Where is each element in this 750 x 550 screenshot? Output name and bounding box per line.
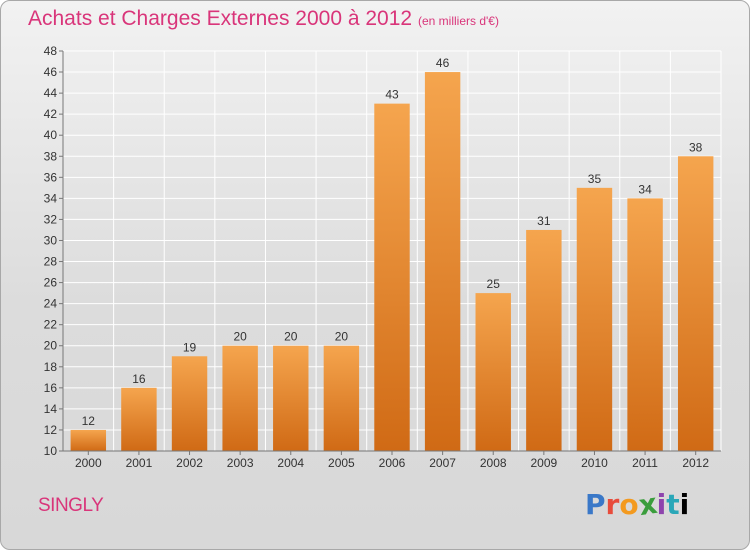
bar bbox=[627, 198, 663, 451]
bar bbox=[526, 229, 562, 451]
logo-letter: r bbox=[605, 488, 620, 521]
logo-letter: i bbox=[679, 488, 690, 521]
data-label: 20 bbox=[335, 330, 349, 344]
x-tick-label: 2011 bbox=[632, 456, 658, 470]
y-tick-label: 42 bbox=[44, 107, 58, 121]
x-tick-label: 2003 bbox=[227, 456, 254, 470]
logo-letter: i bbox=[656, 488, 667, 521]
x-tick-label: 2008 bbox=[480, 456, 507, 470]
data-label: 34 bbox=[638, 182, 652, 196]
bar bbox=[677, 156, 714, 451]
y-tick-label: 26 bbox=[44, 276, 58, 290]
logo-letter: t bbox=[666, 488, 680, 521]
y-tick-label: 22 bbox=[44, 318, 58, 332]
y-tick-label: 46 bbox=[44, 65, 58, 79]
data-label: 35 bbox=[588, 172, 602, 186]
bar bbox=[273, 345, 309, 451]
data-label: 46 bbox=[436, 56, 450, 70]
y-tick-label: 34 bbox=[44, 191, 58, 205]
y-tick-label: 44 bbox=[44, 86, 58, 100]
bar bbox=[424, 72, 461, 451]
y-tick-label: 38 bbox=[44, 149, 58, 163]
bar bbox=[222, 345, 258, 451]
proxiti-logo: Proxiti bbox=[585, 486, 690, 523]
y-tick-label: 36 bbox=[44, 170, 58, 184]
y-tick-label: 24 bbox=[44, 297, 58, 311]
x-tick-label: 2000 bbox=[75, 456, 102, 470]
x-tick-label: 2004 bbox=[277, 456, 304, 470]
logo-letter: P bbox=[585, 488, 606, 521]
y-tick-label: 20 bbox=[44, 339, 58, 353]
x-tick-label: 2006 bbox=[379, 456, 406, 470]
logo-letter: x bbox=[636, 486, 659, 523]
x-tick-label: 2005 bbox=[328, 456, 355, 470]
chart-title: Achats et Charges Externes 2000 à 2012 bbox=[28, 7, 413, 30]
bar bbox=[171, 356, 208, 451]
y-tick-label: 16 bbox=[44, 381, 58, 395]
bar bbox=[70, 429, 107, 451]
bar bbox=[576, 187, 613, 451]
bar bbox=[374, 103, 410, 451]
bar bbox=[121, 387, 157, 451]
y-tick-label: 48 bbox=[44, 44, 58, 58]
data-label: 19 bbox=[183, 340, 197, 354]
x-tick-label: 2009 bbox=[530, 456, 557, 470]
bar bbox=[475, 293, 511, 451]
logo-letter: o bbox=[619, 488, 639, 521]
x-tick-label: 2001 bbox=[126, 456, 153, 470]
y-tick-label: 18 bbox=[44, 360, 58, 374]
x-tick-label: 2007 bbox=[429, 456, 456, 470]
data-label: 43 bbox=[385, 88, 399, 102]
y-tick-label: 10 bbox=[44, 444, 58, 458]
x-tick-label: 2012 bbox=[682, 456, 709, 470]
y-tick-label: 14 bbox=[44, 402, 58, 416]
y-tick-label: 28 bbox=[44, 255, 58, 269]
x-tick-label: 2002 bbox=[176, 456, 203, 470]
data-label: 16 bbox=[132, 372, 146, 386]
data-label: 31 bbox=[537, 214, 551, 228]
bar bbox=[323, 345, 360, 451]
y-tick-label: 40 bbox=[44, 128, 58, 142]
y-tick-label: 12 bbox=[44, 423, 58, 437]
chart-subtitle: (en milliers d'€) bbox=[418, 14, 499, 28]
data-label: 38 bbox=[689, 140, 703, 154]
data-label: 12 bbox=[82, 414, 96, 428]
data-label: 25 bbox=[487, 277, 501, 291]
commune-name: SINGLY bbox=[38, 495, 104, 516]
y-tick-label: 30 bbox=[44, 233, 58, 247]
data-label: 20 bbox=[233, 330, 247, 344]
x-tick-label: 2010 bbox=[581, 456, 608, 470]
data-label: 20 bbox=[284, 330, 298, 344]
y-tick-label: 32 bbox=[44, 212, 58, 226]
